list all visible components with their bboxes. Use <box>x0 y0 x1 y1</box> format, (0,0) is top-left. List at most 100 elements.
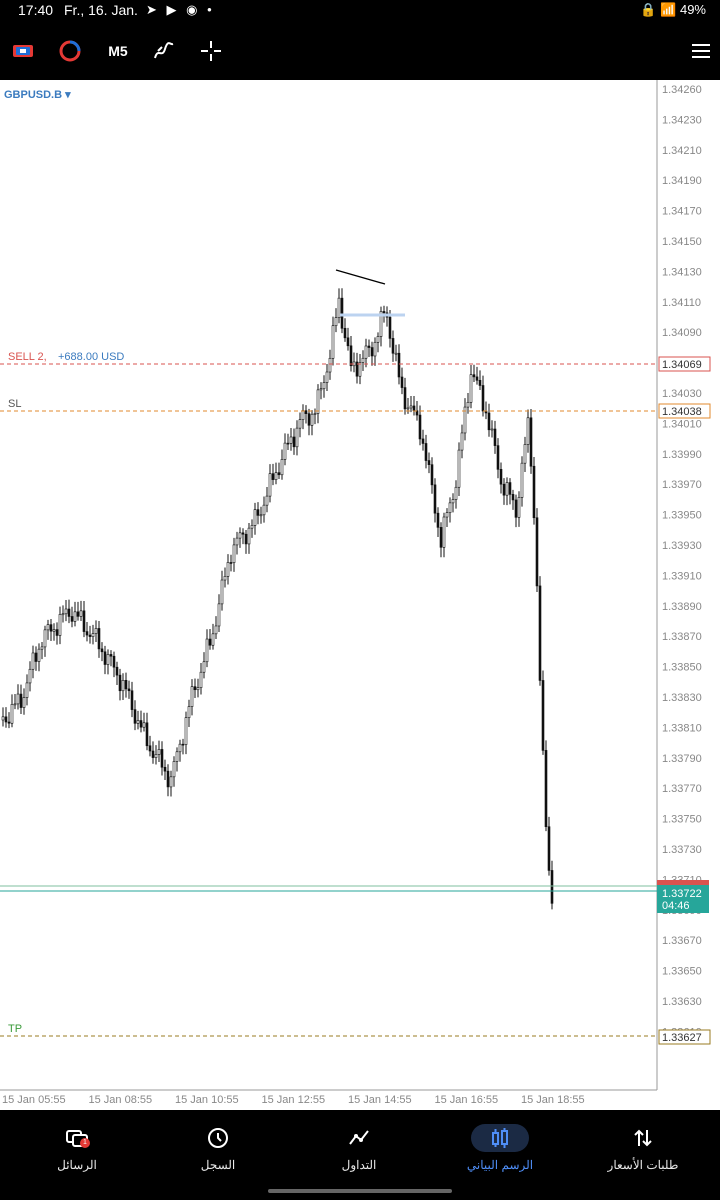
candle-body <box>394 352 398 355</box>
candle-body <box>274 472 278 480</box>
candle-body <box>370 347 374 357</box>
candle-body <box>373 341 377 357</box>
candle-body <box>229 562 233 564</box>
candle-body <box>517 497 521 518</box>
timeframe-button[interactable]: M5 <box>108 43 128 59</box>
chart-svg[interactable]: 1.34260 1.34230 1.34210 1.34190 1.34170 1.341… <box>0 80 720 1110</box>
indicators-icon[interactable] <box>56 36 84 66</box>
nav-quotes[interactable]: طلبات الأسعار <box>588 1124 698 1172</box>
candle-body <box>166 770 170 788</box>
chart-area[interactable]: 1.34260 1.34230 1.34210 1.34190 1.34170 1.341… <box>0 80 720 1110</box>
price-tick-label: 1.33910 <box>662 570 702 582</box>
candle-body <box>436 512 440 528</box>
price-tick-label: 1.34170 <box>662 206 702 218</box>
sl-price: 1.34038 <box>662 406 702 418</box>
candle-body <box>301 410 305 420</box>
candle-body <box>499 469 503 485</box>
candle-body <box>151 750 155 758</box>
candle-body <box>262 504 266 516</box>
crosshair-icon[interactable] <box>198 36 224 66</box>
candle-body <box>427 460 431 465</box>
candle-body <box>520 462 524 498</box>
price-tick-label: 1.34010 <box>662 418 702 430</box>
candle-body <box>211 633 215 646</box>
nav-history[interactable]: السجل <box>163 1124 273 1172</box>
status-time: 17:40 <box>18 2 54 18</box>
candle-body <box>94 628 98 634</box>
nav-messages[interactable]: 1 الرسائل <box>22 1124 132 1172</box>
candle-body <box>73 611 77 622</box>
candle-body <box>61 613 65 616</box>
candle-body <box>388 316 392 339</box>
nav-trade[interactable]: التداول <box>304 1124 414 1172</box>
candle-body <box>364 345 368 359</box>
price-tick-label: 1.33670 <box>662 935 702 947</box>
sell-label: SELL 2, <box>8 351 47 363</box>
time-tick-label: 15 Jan 18:55 <box>521 1094 585 1106</box>
candle-body <box>250 525 254 529</box>
candle-body <box>157 749 161 755</box>
candle-body <box>268 473 272 497</box>
price-tick-label: 1.33850 <box>662 662 702 674</box>
candle-body <box>298 419 302 429</box>
price-tick-label: 1.33930 <box>662 540 702 552</box>
candle-body <box>208 638 212 646</box>
nav-trade-label: التداول <box>341 1158 377 1172</box>
candle-body <box>1 716 5 721</box>
candle-body <box>142 722 146 728</box>
price-tick-label: 1.33790 <box>662 753 702 765</box>
candle-body <box>433 484 437 514</box>
sell-price: 1.34069 <box>662 359 702 371</box>
candle-body <box>334 317 338 327</box>
candle-body <box>103 651 107 665</box>
candle-body <box>220 579 224 605</box>
candle-body <box>337 297 341 318</box>
candle-body <box>469 374 473 403</box>
bid-price: 1.33722 <box>662 888 702 900</box>
candle-body <box>322 382 326 390</box>
candle-body <box>403 387 407 410</box>
history-icon <box>163 1124 273 1152</box>
candle-body <box>58 614 62 636</box>
candle-body <box>247 527 251 545</box>
candle-body <box>232 544 236 563</box>
candle-body <box>466 401 470 408</box>
candle-body <box>511 494 515 501</box>
candle-body <box>256 509 260 516</box>
price-tick-label: 1.33970 <box>662 479 702 491</box>
candle-body <box>478 380 482 386</box>
candle-body <box>97 628 101 650</box>
sl-price-tag <box>658 403 711 419</box>
candle-body <box>340 297 344 329</box>
home-indicator[interactable] <box>268 1189 452 1193</box>
candle-body <box>235 537 239 546</box>
price-tick-label: 1.33630 <box>662 996 702 1008</box>
candle-body <box>292 436 296 448</box>
candle-body <box>127 688 131 692</box>
candle-body <box>22 697 26 708</box>
menu-icon[interactable] <box>688 36 714 66</box>
price-tick-label: 1.33890 <box>662 601 702 613</box>
candle-body <box>526 417 530 445</box>
tp-label: TP <box>8 1023 22 1035</box>
candle-body <box>355 361 359 377</box>
nav-chart[interactable]: الرسم البياني <box>445 1124 555 1172</box>
candle-body <box>205 638 209 663</box>
candle-body <box>31 652 35 670</box>
battery-percent: 49% <box>679 2 706 17</box>
candle-body <box>169 776 173 788</box>
candle-body <box>535 517 539 587</box>
drawing-tools-icon[interactable] <box>150 36 178 66</box>
candle-body <box>283 442 287 460</box>
candle-body <box>55 629 59 636</box>
candle-body <box>7 721 11 724</box>
candle-body <box>40 646 44 650</box>
price-tick-label: 1.33810 <box>662 722 702 734</box>
candle-body <box>28 668 32 684</box>
candle-body <box>67 608 71 617</box>
drawn-trendline[interactable] <box>335 269 386 285</box>
candle-body <box>160 749 164 768</box>
chart-type-icon[interactable] <box>10 36 36 66</box>
symbol-label[interactable]: GBPUSD.B ▾ <box>4 89 71 101</box>
drawing-tools-icon-svg <box>154 42 174 59</box>
